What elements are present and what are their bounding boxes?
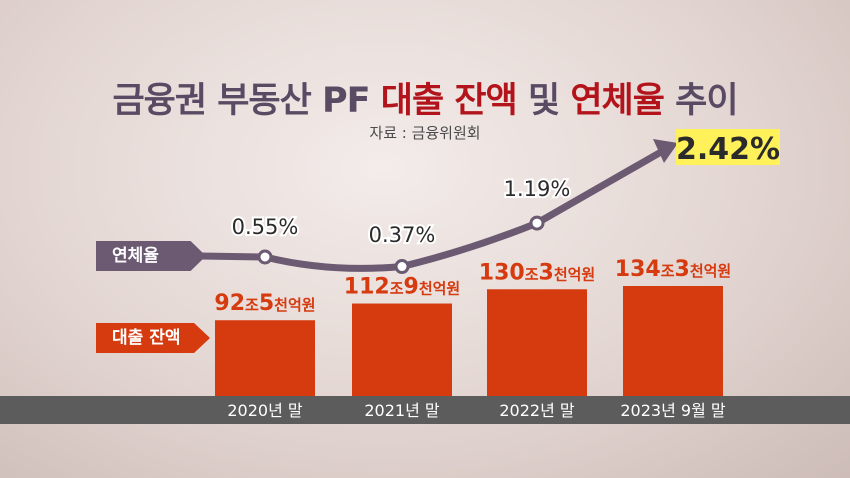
rate-highlight-box — [676, 129, 780, 165]
title-part-2: 대출 잔액 — [380, 81, 518, 121]
axis-band — [0, 396, 850, 424]
rate-arrow-head — [653, 139, 678, 163]
rate-point-2 — [394, 259, 410, 275]
x-tick-label: 2020년 말 — [227, 401, 303, 420]
title-part-5: 추이 — [675, 81, 738, 121]
source-note: 자료 : 금융위원회 — [369, 124, 481, 142]
bar-value-label: 92조5천억원 — [214, 291, 315, 316]
title-part-1: 금융권 부동산 PF — [112, 81, 370, 121]
title-part-4: 연체율 — [570, 81, 665, 121]
title-part-3: 및 — [527, 81, 560, 121]
loan-series-label: 대출 잔액 — [96, 323, 210, 353]
x-tick-label: 2023년 9월 말 — [620, 401, 726, 420]
rate-value-label: 0.55% — [232, 215, 299, 239]
bar-value-label: 134조3천억원 — [615, 257, 731, 282]
rate-series-label: 연체율 — [96, 241, 206, 271]
chart-title: 금융권 부동산 PF 대출 잔액 및 연체율 추이 — [0, 72, 850, 123]
bar-4 — [623, 286, 723, 396]
x-tick-label: 2021년 말 — [364, 401, 440, 420]
rate-point-3 — [529, 215, 545, 231]
rate-point-1 — [257, 249, 273, 265]
bar-1 — [215, 320, 315, 396]
bar-3 — [487, 289, 587, 396]
bar-2 — [352, 303, 452, 396]
rate-tag-connector — [199, 252, 266, 261]
rate-line — [261, 144, 672, 272]
rate-value-label: 1.19% — [504, 177, 571, 201]
rate-value-label-latest: 2.42% — [676, 132, 780, 167]
bar-value-label: 130조3천억원 — [479, 260, 595, 285]
bar-value-label: 112조9천억원 — [344, 275, 460, 300]
x-tick-label: 2022년 말 — [499, 401, 575, 420]
rate-value-label: 0.37% — [369, 223, 436, 247]
